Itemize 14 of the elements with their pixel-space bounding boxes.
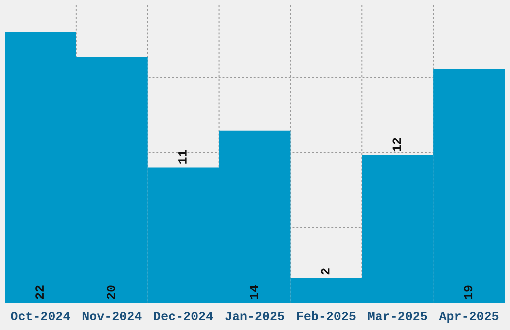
- data-label: 22: [36, 286, 44, 300]
- data-label: 19: [464, 286, 473, 300]
- x-tick-label: Nov-2024: [82, 312, 142, 321]
- x-tick-label: Mar-2025: [368, 312, 428, 321]
- x-tick-label: Dec-2024: [154, 312, 214, 321]
- x-tick-label: Oct-2024: [11, 312, 70, 321]
- data-label: 11: [178, 150, 187, 164]
- data-label: 12: [392, 138, 402, 152]
- data-label: 2: [321, 268, 330, 275]
- x-tick-label: Feb-2025: [297, 311, 356, 321]
- data-label: 14: [250, 285, 258, 300]
- x-tick-label: Jan-2025: [226, 312, 284, 321]
- x-tick-label: Apr-2025: [439, 312, 499, 323]
- data-label: 20: [107, 286, 116, 300]
